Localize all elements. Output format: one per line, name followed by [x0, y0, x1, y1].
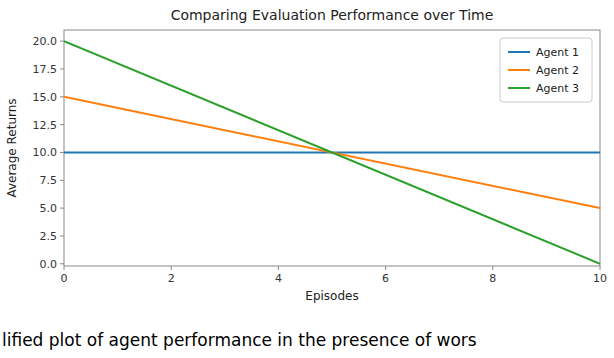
y-tick [60, 96, 64, 97]
chart: 0 2 4 6 8 10 0.0 2.5 5.0 7.5 10.0 12.5 15.0 17.5 20.0 C… [0, 0, 614, 358]
y-tick-label: 10.0 [33, 146, 58, 159]
x-tick [492, 266, 493, 270]
y-tick-label: 17.5 [33, 63, 58, 76]
x-tick [64, 266, 65, 270]
x-axis-label: Episodes [305, 289, 358, 303]
y-tick-label: 5.0 [40, 202, 58, 215]
legend-box [500, 38, 592, 102]
y-tick [60, 41, 64, 42]
y-tick [60, 235, 64, 236]
x-tick-label: 2 [168, 272, 175, 285]
x-tick-label: 8 [489, 272, 496, 285]
x-tick [600, 266, 601, 270]
plot-frame [64, 30, 600, 266]
x-tick-label: 6 [382, 272, 389, 285]
background [0, 0, 614, 358]
y-tick-label: 20.0 [33, 35, 58, 48]
x-tick-label: 0 [61, 272, 68, 285]
x-tick [171, 266, 172, 270]
y-tick-label: 2.5 [40, 230, 58, 243]
caption: lified plot of agent performance in the … [2, 330, 477, 350]
y-tick-label: 15.0 [33, 91, 58, 104]
title: Comparing Evaluation Performance over Ti… [171, 7, 494, 23]
y-tick-label: 12.5 [33, 119, 58, 132]
legend-swatch [508, 87, 530, 89]
legend-label: Agent 2 [536, 64, 579, 77]
legend-label: Agent 3 [536, 82, 579, 95]
legend-swatch [508, 51, 530, 53]
y-tick [60, 68, 64, 69]
y-tick [60, 180, 64, 181]
legend-label: Agent 1 [536, 46, 579, 59]
y-tick [60, 152, 64, 153]
x-tick [278, 266, 279, 270]
legend: Agent 1 Agent 2 Agent 3 [500, 38, 592, 102]
y-tick-label: 0.0 [40, 258, 58, 271]
y-axis-label: Average Returns [5, 98, 19, 197]
x-tick [385, 266, 386, 270]
y-tick [60, 208, 64, 209]
axes: 0 2 4 6 8 10 0.0 2.5 5.0 7.5 10.0 12.5 15.0 17.5 20.0 [33, 35, 608, 285]
y-tick [60, 263, 64, 264]
x-tick-label: 10 [593, 272, 607, 285]
x-tick-label: 4 [275, 272, 282, 285]
y-tick [60, 124, 64, 125]
legend-swatch [508, 69, 530, 71]
y-tick-label: 7.5 [40, 174, 58, 187]
